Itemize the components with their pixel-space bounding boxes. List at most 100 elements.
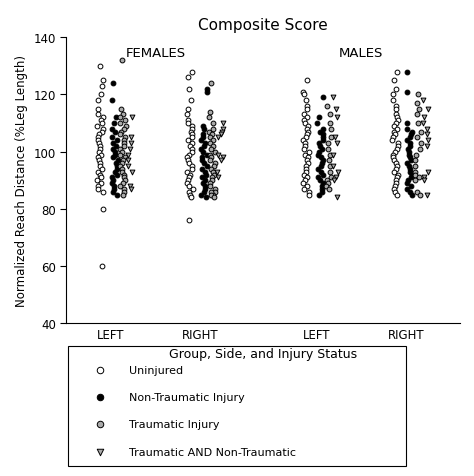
- Point: [183, 111, 191, 119]
- Point: [97, 117, 105, 125]
- Point: [188, 166, 196, 173]
- Point: [318, 188, 325, 196]
- Point: [127, 134, 135, 142]
- Point: [219, 154, 227, 162]
- Point: [99, 263, 106, 270]
- Point: [199, 154, 206, 162]
- Point: [128, 169, 136, 176]
- Point: [210, 163, 218, 170]
- Point: [124, 151, 132, 159]
- Point: [211, 186, 219, 193]
- Point: [217, 131, 225, 139]
- Point: [109, 97, 116, 105]
- Point: [95, 169, 102, 176]
- Point: [184, 177, 192, 185]
- Point: [316, 114, 323, 122]
- Point: [116, 146, 124, 153]
- Point: [207, 191, 215, 199]
- Point: [325, 186, 333, 193]
- Point: [206, 109, 214, 116]
- Point: [112, 160, 120, 168]
- Point: [218, 129, 226, 136]
- Point: [304, 123, 311, 130]
- Point: [392, 160, 400, 168]
- Point: [95, 149, 103, 156]
- Point: [389, 134, 397, 142]
- Point: [213, 169, 221, 176]
- Point: [97, 91, 105, 99]
- Point: [331, 134, 339, 142]
- Point: [122, 123, 129, 130]
- Point: [301, 177, 309, 185]
- Point: [111, 169, 119, 176]
- Point: [200, 160, 208, 168]
- Point: [327, 120, 334, 128]
- Point: [406, 143, 413, 150]
- Point: [116, 131, 123, 139]
- Point: [219, 120, 227, 128]
- Point: [417, 140, 424, 148]
- Point: [200, 126, 208, 133]
- Point: [405, 151, 413, 159]
- Point: [394, 117, 402, 125]
- Point: [302, 97, 310, 105]
- Point: [110, 120, 118, 128]
- Point: [118, 106, 125, 113]
- Point: [186, 171, 193, 179]
- Point: [408, 171, 416, 179]
- Point: [198, 157, 206, 165]
- Point: [302, 134, 310, 142]
- Point: [411, 171, 419, 179]
- Point: [199, 174, 206, 182]
- Point: [391, 131, 399, 139]
- Point: [420, 177, 428, 185]
- Point: [100, 206, 107, 213]
- Point: [209, 191, 217, 199]
- Point: [108, 180, 116, 188]
- Point: [189, 140, 196, 148]
- Point: [403, 160, 410, 168]
- Point: [94, 183, 102, 190]
- Point: [300, 91, 308, 99]
- Point: [333, 194, 340, 202]
- Point: [119, 191, 127, 199]
- Point: [301, 117, 308, 125]
- Point: [409, 191, 416, 199]
- Point: [112, 143, 119, 150]
- Text: Uninjured: Uninjured: [129, 365, 183, 375]
- Point: [333, 114, 340, 122]
- Point: [210, 171, 218, 179]
- Point: [317, 169, 325, 176]
- Point: [318, 160, 325, 168]
- Point: [185, 160, 193, 168]
- Point: [202, 177, 210, 185]
- Point: [393, 191, 401, 199]
- Point: [407, 157, 414, 165]
- Point: [317, 154, 324, 162]
- Point: [96, 366, 104, 374]
- Point: [96, 63, 103, 70]
- Point: [413, 188, 420, 196]
- Point: [329, 151, 337, 159]
- Point: [118, 169, 126, 176]
- Point: [390, 151, 397, 159]
- Point: [126, 183, 133, 190]
- Point: [110, 183, 118, 190]
- Point: [96, 160, 103, 168]
- Point: [406, 134, 413, 142]
- Point: [113, 166, 121, 173]
- Point: [301, 140, 309, 148]
- Point: [96, 393, 104, 401]
- Point: [97, 174, 105, 182]
- Point: [109, 188, 117, 196]
- Point: [411, 163, 419, 170]
- Point: [125, 157, 132, 165]
- Point: [98, 83, 106, 90]
- Point: [330, 94, 337, 102]
- Point: [201, 143, 208, 150]
- Point: [411, 169, 419, 176]
- Point: [319, 134, 327, 142]
- Point: [205, 129, 213, 136]
- Point: [390, 77, 397, 85]
- Point: [303, 114, 311, 122]
